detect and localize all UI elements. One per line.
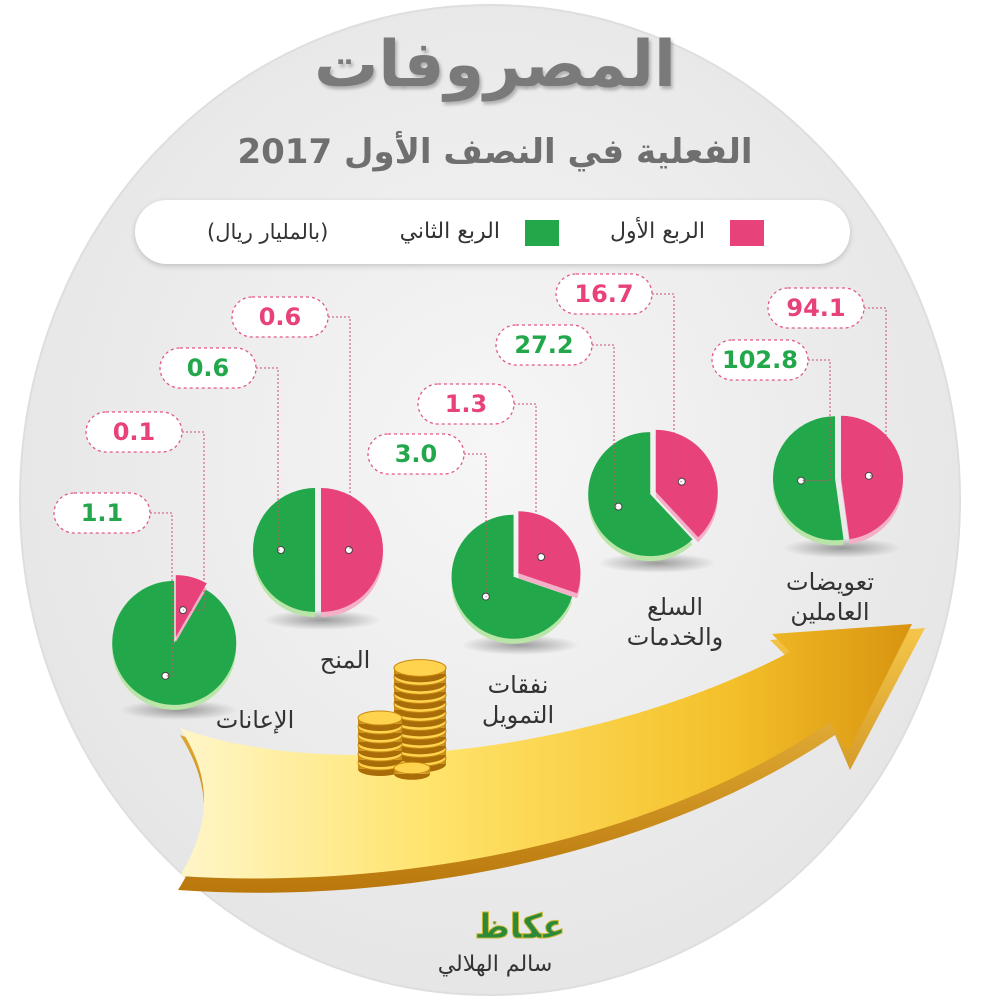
q1-value-label-leader	[514, 403, 542, 558]
category-label: العاملين	[790, 598, 869, 626]
pie-q1-slice	[175, 575, 207, 638]
q2-value-label-box	[367, 433, 465, 475]
category-label: التمويل	[482, 701, 554, 729]
q2-value-label-box	[159, 347, 257, 389]
q1-value-label-box	[231, 296, 329, 338]
q1-value-label-box	[767, 287, 865, 329]
pie-q2-slice	[773, 416, 844, 541]
coin-stacks-icon	[357, 659, 447, 780]
q1-value-label-text: 16.7	[574, 280, 633, 308]
category-label: والخدمات	[627, 623, 723, 651]
q2-value-label-leader	[256, 367, 281, 551]
legend-q1-swatch	[730, 220, 764, 246]
q1-value-label-text: 0.1	[113, 418, 156, 446]
q2-value-label-leader	[150, 512, 173, 677]
legend-q2-label: الربع الثاني	[399, 219, 500, 244]
pie-shadow	[783, 538, 901, 558]
pie-q2-slice	[451, 514, 573, 639]
legend-unit-label: (بالمليار ريال)	[207, 220, 329, 244]
pie-group-4: 0.1 1.1 الإعانات	[53, 411, 295, 734]
q1-value-label-text: 0.6	[259, 303, 302, 331]
q2-value-label-box	[495, 324, 593, 366]
page-title: المصروفات	[314, 28, 676, 102]
okaz-logo: عكاظ	[474, 907, 566, 948]
q1-value-label-text: 94.1	[786, 294, 845, 322]
pie-q1-slice	[655, 429, 718, 538]
pie-shadow	[461, 635, 579, 655]
legend-q1-label: الربع الأول	[609, 219, 705, 244]
q2-value-label-text: 0.6	[187, 354, 230, 382]
q2-value-label-leader	[464, 453, 487, 598]
pie-shadow	[263, 610, 381, 630]
q2-value-label-box	[53, 492, 151, 534]
q2-value-label-leader	[800, 359, 831, 482]
legend-q2-swatch	[525, 220, 559, 246]
q2-value-label-text: 27.2	[514, 331, 573, 359]
pie-q1-anchor	[864, 471, 873, 480]
q1-value-label-box	[417, 383, 515, 425]
pie-q2-slice	[112, 580, 237, 705]
pie-shadow	[598, 553, 716, 573]
q1-value-label-text: 1.3	[445, 390, 488, 418]
pie-group-3: 0.6 0.6 المنح	[159, 296, 383, 674]
q1-value-label-leader	[864, 307, 887, 477]
author-credit: سالم الهلالي	[437, 952, 553, 977]
q1-value-label-box	[555, 273, 653, 315]
q2-value-label-leader	[592, 344, 619, 508]
logo-text: عكاظ	[474, 907, 565, 947]
legend-bar: الربع الأول الربع الثاني (بالمليار ريال)	[135, 200, 850, 264]
growth-arrow	[178, 624, 925, 893]
category-label: السلع	[647, 593, 703, 621]
category-label: تعويضات	[786, 568, 874, 596]
category-label: نفقات	[488, 671, 549, 699]
q2-value-label-text: 102.8	[722, 346, 798, 374]
q1-value-label-leader	[652, 293, 682, 483]
pie-shadow	[120, 700, 238, 720]
q2-value-label-text: 1.1	[81, 499, 124, 527]
page-subtitle: الفعلية في النصف الأول 2017	[237, 132, 753, 172]
q1-value-label-box	[85, 411, 183, 453]
pie-q1-slice	[518, 511, 581, 594]
q2-value-label-text: 3.0	[395, 440, 438, 468]
q2-value-label-box	[711, 339, 809, 381]
pie-q2-anchor	[276, 546, 285, 554]
category-label: المنح	[320, 646, 371, 674]
pie-q2-anchor	[161, 671, 170, 680]
category-label: الإعانات	[216, 706, 295, 734]
